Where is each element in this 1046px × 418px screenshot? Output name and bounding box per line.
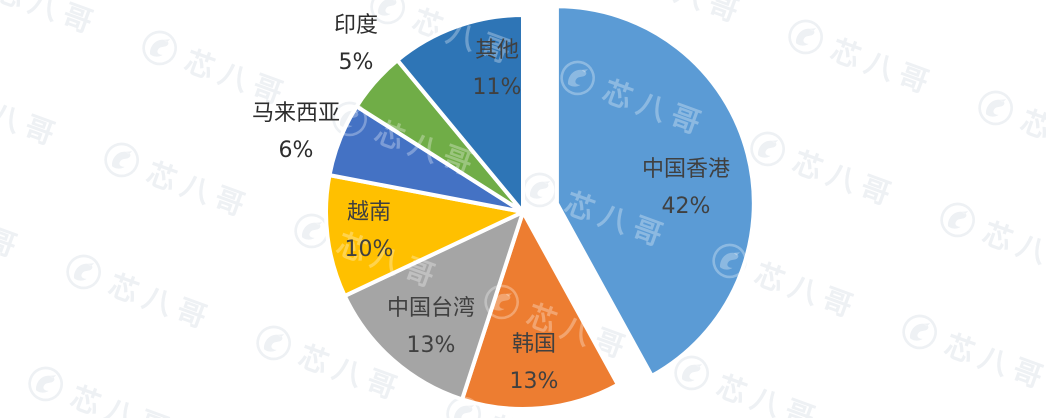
pie-slice-hong-kong-china (554, 4, 756, 378)
pie-slice-south-korea (460, 210, 620, 411)
pie-slice-others (395, 13, 525, 214)
pie-slice-taiwan-china (342, 210, 525, 402)
pie-slice-vietnam (324, 173, 525, 298)
